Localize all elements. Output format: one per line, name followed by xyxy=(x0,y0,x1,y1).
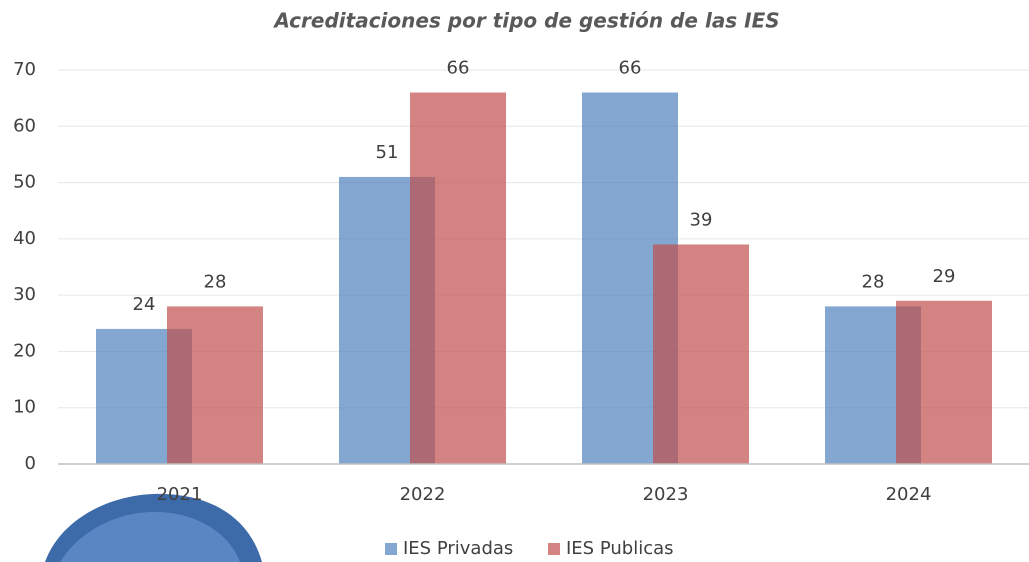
bar xyxy=(653,244,749,464)
legend-swatch xyxy=(385,543,397,555)
logo-inner xyxy=(60,511,240,562)
data-label: 66 xyxy=(447,58,470,79)
data-label: 66 xyxy=(619,58,642,79)
legend-label: IES Privadas xyxy=(403,538,513,559)
y-tick-label: 70 xyxy=(13,59,36,80)
y-tick-label: 10 xyxy=(13,397,36,418)
data-label: 29 xyxy=(933,266,956,287)
chart-title: Acreditaciones por tipo de gestión de la… xyxy=(272,9,779,33)
y-tick-label: 20 xyxy=(13,340,36,361)
y-tick-label: 60 xyxy=(13,115,36,136)
y-tick-label: 40 xyxy=(13,228,36,249)
x-tick-label: 2023 xyxy=(643,484,689,505)
y-tick-label: 0 xyxy=(25,453,36,474)
legend-swatch xyxy=(548,543,560,555)
y-tick-label: 50 xyxy=(13,172,36,193)
legend-label: IES Publicas xyxy=(566,538,674,559)
data-label: 24 xyxy=(133,294,156,315)
x-tick-label: 2024 xyxy=(886,484,932,505)
data-label: 39 xyxy=(690,209,713,230)
data-label: 51 xyxy=(376,142,399,163)
x-tick-label: 2022 xyxy=(400,484,446,505)
bar xyxy=(896,300,992,464)
bar xyxy=(167,306,263,464)
y-tick-label: 30 xyxy=(13,284,36,305)
data-label: 28 xyxy=(204,271,227,292)
x-tick-label: 2021 xyxy=(157,484,203,505)
data-label: 28 xyxy=(862,271,885,292)
bar xyxy=(410,92,506,464)
